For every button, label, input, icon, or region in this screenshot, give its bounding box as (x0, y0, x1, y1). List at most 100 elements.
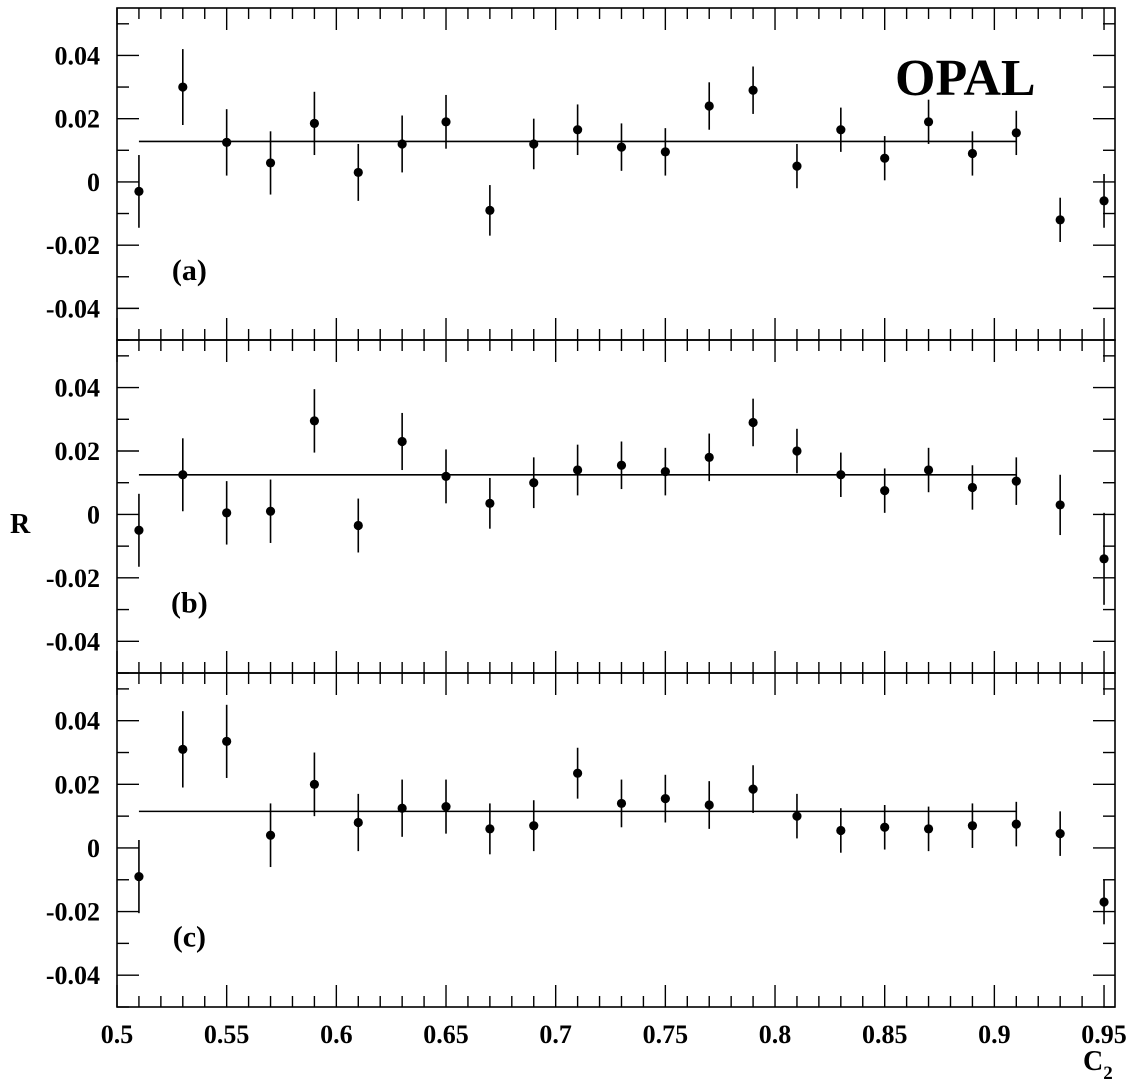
data-point (573, 465, 582, 474)
data-point (924, 465, 933, 474)
x-axis-label-subscript: 2 (1103, 1063, 1113, 1084)
data-point (792, 812, 801, 821)
x-tick-label: 0.65 (423, 1020, 469, 1049)
data-point (1056, 215, 1065, 224)
x-tick-label: 0.75 (643, 1020, 689, 1049)
data-point (222, 138, 231, 147)
data-point (617, 461, 626, 470)
data-point (880, 154, 889, 163)
data-point (924, 824, 933, 833)
data-point (134, 872, 143, 881)
data-point (310, 780, 319, 789)
x-tick-label: 0.5 (101, 1020, 134, 1049)
y-tick-label: 0.02 (55, 770, 101, 799)
y-tick-label: 0 (87, 834, 100, 863)
data-point (661, 794, 670, 803)
x-tick-label: 0.95 (1081, 1020, 1127, 1049)
y-tick-label: 0.04 (55, 41, 101, 70)
data-point (310, 119, 319, 128)
data-point (354, 168, 363, 177)
data-point (222, 508, 231, 517)
panel-2: 0.04 0.02 0 -0.02 -0.04 0.5 0.55 0.6 0.65 0.7 0.75… (46, 673, 1127, 1049)
data-point (1056, 500, 1065, 509)
data-point (1099, 196, 1108, 205)
data-point (968, 821, 977, 830)
data-point (1099, 897, 1108, 906)
data-point (836, 470, 845, 479)
data-point (661, 147, 670, 156)
data-point (441, 802, 450, 811)
data-point (880, 823, 889, 832)
y-tick-label: -0.02 (46, 564, 100, 593)
y-tick-label: 0.04 (55, 374, 101, 403)
y-tick-label: 0.02 (55, 105, 101, 134)
panels: 0.04 0.02 0 -0.02 -0.04 (a) 0.04 0.02 0 -0.02 -0.0… (46, 8, 1127, 1049)
x-axis-label: C2 (1083, 1046, 1113, 1084)
data-point (485, 824, 494, 833)
data-point (1012, 477, 1021, 486)
data-point (529, 821, 538, 830)
data-point (1012, 819, 1021, 828)
data-point (661, 467, 670, 476)
data-point (266, 158, 275, 167)
data-point (924, 117, 933, 126)
x-axis-label-main: C (1083, 1046, 1103, 1077)
y-tick-label: 0.04 (55, 707, 101, 736)
data-point (222, 737, 231, 746)
x-tick-label: 0.55 (204, 1020, 250, 1049)
data-point (836, 125, 845, 134)
y-tick-label: -0.04 (46, 627, 100, 656)
x-tick-label: 0.8 (759, 1020, 792, 1049)
data-point (705, 800, 714, 809)
panel-label: (a) (172, 254, 207, 287)
data-point (836, 826, 845, 835)
data-point (705, 101, 714, 110)
data-point (705, 453, 714, 462)
data-point (266, 507, 275, 516)
data-point (573, 769, 582, 778)
data-point (748, 86, 757, 95)
data-point (398, 139, 407, 148)
data-point (792, 161, 801, 170)
panel-label: (b) (171, 587, 208, 620)
data-point (748, 418, 757, 427)
data-point (748, 785, 757, 794)
data-point (792, 446, 801, 455)
data-point (529, 478, 538, 487)
data-point (617, 799, 626, 808)
data-point (354, 521, 363, 530)
data-point (178, 82, 187, 91)
data-point (441, 117, 450, 126)
x-tick-label: 0.9 (978, 1020, 1011, 1049)
data-point (398, 437, 407, 446)
data-point (134, 187, 143, 196)
data-point (398, 804, 407, 813)
data-point (178, 745, 187, 754)
data-point (529, 139, 538, 148)
plot-frame (117, 673, 1115, 1007)
y-tick-label: -0.04 (46, 294, 100, 323)
y-tick-label: -0.02 (46, 898, 100, 927)
data-point (485, 499, 494, 508)
data-point (573, 125, 582, 134)
y-tick-label: 0 (87, 500, 100, 529)
data-point (880, 486, 889, 495)
panel-label: (c) (173, 921, 206, 954)
y-axis-label: R (10, 509, 31, 540)
data-point (617, 143, 626, 152)
data-point (441, 472, 450, 481)
y-tick-label: -0.04 (46, 961, 100, 990)
data-point (134, 526, 143, 535)
data-point (310, 416, 319, 425)
data-point (1012, 128, 1021, 137)
data-point (968, 149, 977, 158)
data-point (968, 483, 977, 492)
data-point (1056, 829, 1065, 838)
data-point (266, 831, 275, 840)
y-tick-label: -0.02 (46, 231, 100, 260)
x-tick-label: 0.6 (320, 1020, 353, 1049)
y-tick-label: 0.02 (55, 437, 101, 466)
x-tick-label: 0.85 (862, 1020, 908, 1049)
data-point (1099, 554, 1108, 563)
